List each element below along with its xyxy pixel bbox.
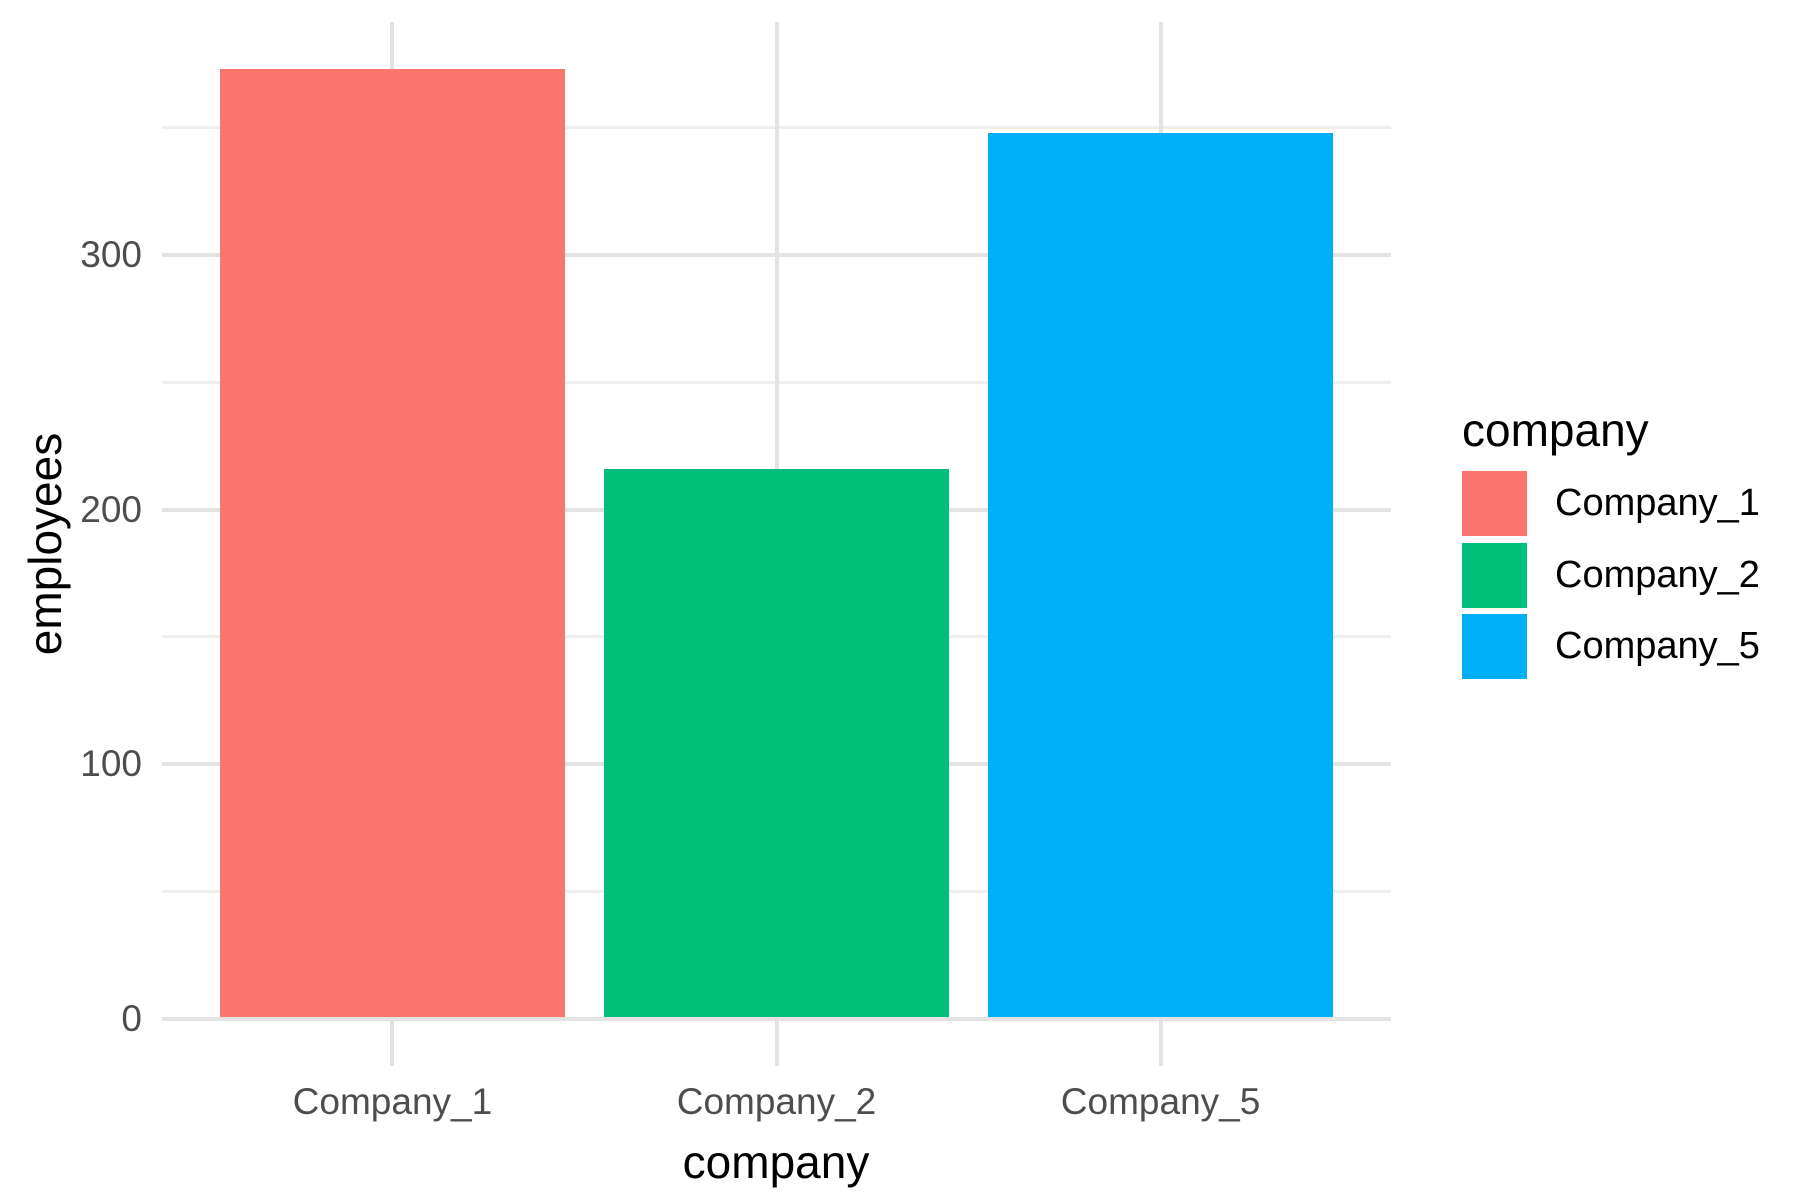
plot-panel — [162, 22, 1391, 1066]
axis-baseline — [162, 1017, 1391, 1021]
y-tick-label-0: 0 — [121, 998, 142, 1039]
bar-Company_2 — [603, 468, 950, 1019]
bar-Company_5 — [987, 132, 1334, 1019]
x-tick-label-Company_5: Company_5 — [1060, 1081, 1261, 1122]
legend-label-Company_5: Company_5 — [1555, 625, 1760, 667]
legend-key-Company_2 — [1462, 542, 1527, 608]
legend-key-Company_5 — [1462, 614, 1527, 679]
y-tick-label-100: 100 — [80, 743, 142, 785]
legend-title: company — [1462, 404, 1649, 456]
x-axis-title: company — [682, 1136, 870, 1188]
legend-key-Company_1 — [1462, 471, 1527, 536]
x-tick-label-Company_2: Company_2 — [676, 1081, 877, 1122]
y-tick-label-200: 200 — [80, 488, 142, 530]
y-axis-title: employees — [19, 432, 71, 656]
legend-label-Company_2: Company_2 — [1555, 553, 1760, 596]
legend: company Company_1 Company_2 Company_5 — [1462, 404, 1800, 708]
x-tick-label-Company_1: Company_1 — [292, 1081, 493, 1122]
bar-Company_1 — [219, 68, 566, 1019]
legend-label-Company_1: Company_1 — [1555, 482, 1760, 524]
y-tick-label-300: 300 — [80, 233, 142, 275]
